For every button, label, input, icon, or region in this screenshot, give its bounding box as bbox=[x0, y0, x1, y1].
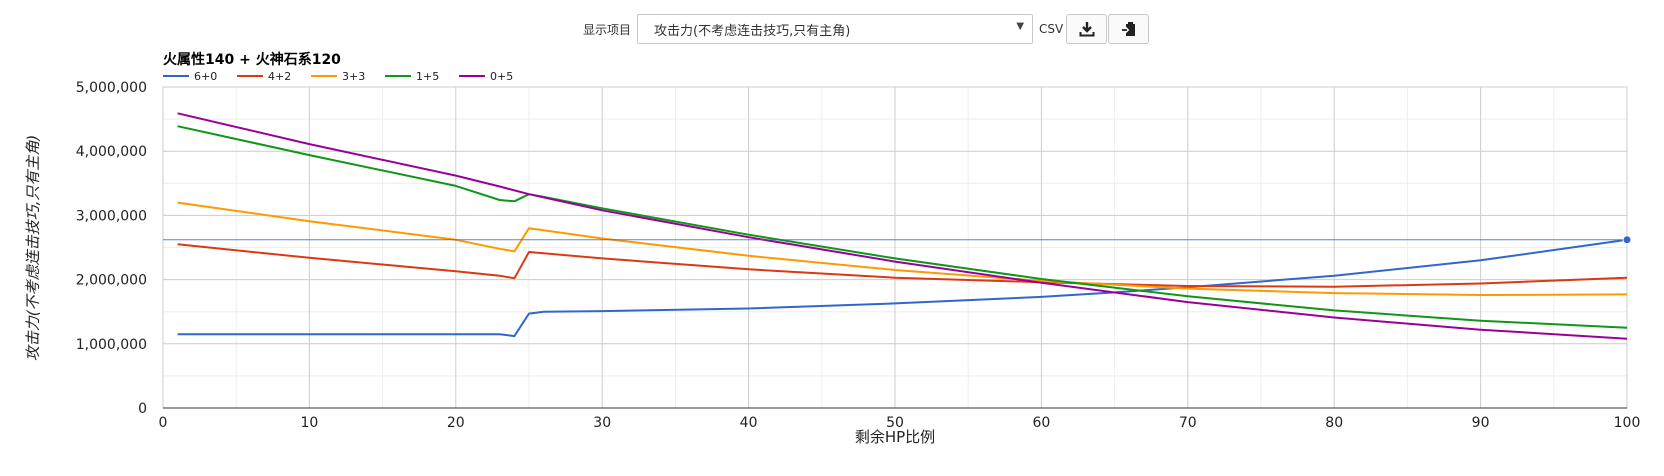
series-line-3+3 bbox=[177, 201, 1628, 296]
download-csv-button[interactable] bbox=[1066, 14, 1108, 44]
x-tick-label: 70 bbox=[1179, 415, 1197, 431]
legend-label-1+5: 1+5 bbox=[416, 70, 439, 83]
x-tick-label: 80 bbox=[1325, 415, 1343, 431]
toolbar: 显示项目 攻击力(不考虑连击技巧,只有主角) ▼ CSV bbox=[583, 14, 1150, 44]
dropdown-arrow-icon: ▼ bbox=[1016, 21, 1025, 32]
x-tick-label: 50 bbox=[886, 415, 904, 431]
legend-label-0+5: 0+5 bbox=[490, 70, 513, 83]
series-line-0+5 bbox=[177, 112, 1628, 340]
series-line-6+0 bbox=[177, 238, 1628, 338]
x-axis-label: 剩余HP比例 bbox=[855, 428, 935, 446]
csv-label: CSV bbox=[1039, 22, 1064, 36]
display-item-label: 显示项目 bbox=[583, 22, 632, 37]
chart-title: 火属性140 + 火神石系120 bbox=[163, 51, 341, 68]
x-tick-label: 30 bbox=[593, 415, 611, 431]
y-tick-label: 2,000,000 bbox=[76, 273, 147, 289]
legend-label-3+3: 3+3 bbox=[342, 70, 365, 83]
grid bbox=[162, 86, 1628, 409]
axes: 0 10 20 30 40 50 60 70 80 90 100 0 1,000,000 2,000,00… bbox=[76, 80, 1641, 431]
series-lines bbox=[163, 112, 1632, 340]
x-tick-label: 40 bbox=[740, 415, 758, 431]
x-tick-label: 100 bbox=[1614, 415, 1641, 431]
series-line-1+5 bbox=[177, 125, 1628, 329]
highlight-point bbox=[1622, 235, 1632, 245]
y-axis-label: 攻击力(不考虑连击技巧,只有主角) bbox=[24, 135, 42, 361]
series-line-4+2 bbox=[177, 243, 1628, 288]
y-tick-label: 4,000,000 bbox=[76, 144, 147, 160]
download-icon bbox=[1079, 22, 1095, 37]
y-tick-label: 5,000,000 bbox=[76, 80, 147, 96]
y-tick-label: 1,000,000 bbox=[76, 337, 147, 353]
copy-clipboard-button[interactable] bbox=[1108, 14, 1150, 44]
legend: 6+0 4+2 3+3 1+5 0+5 bbox=[163, 70, 513, 83]
display-item-selected-value: 攻击力(不考虑连击技巧,只有主角) bbox=[654, 23, 851, 39]
legend-label-6+0: 6+0 bbox=[194, 70, 217, 83]
y-tick-label: 3,000,000 bbox=[76, 208, 147, 224]
legend-label-4+2: 4+2 bbox=[268, 70, 291, 83]
x-tick-label: 60 bbox=[1032, 415, 1050, 431]
x-tick-label: 10 bbox=[300, 415, 318, 431]
x-tick-label: 0 bbox=[159, 415, 168, 431]
x-tick-label: 20 bbox=[447, 415, 465, 431]
y-tick-label: 0 bbox=[138, 401, 147, 417]
clipboard-icon bbox=[1121, 22, 1135, 36]
display-item-select[interactable]: 攻击力(不考虑连击技巧,只有主角) ▼ bbox=[637, 14, 1034, 44]
x-tick-label: 90 bbox=[1472, 415, 1490, 431]
